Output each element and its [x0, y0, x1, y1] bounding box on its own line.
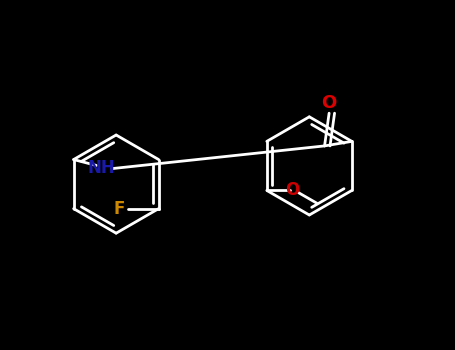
Text: O: O: [322, 94, 337, 112]
Text: F: F: [114, 199, 125, 218]
Text: O: O: [285, 181, 299, 200]
Text: NH: NH: [88, 159, 116, 177]
